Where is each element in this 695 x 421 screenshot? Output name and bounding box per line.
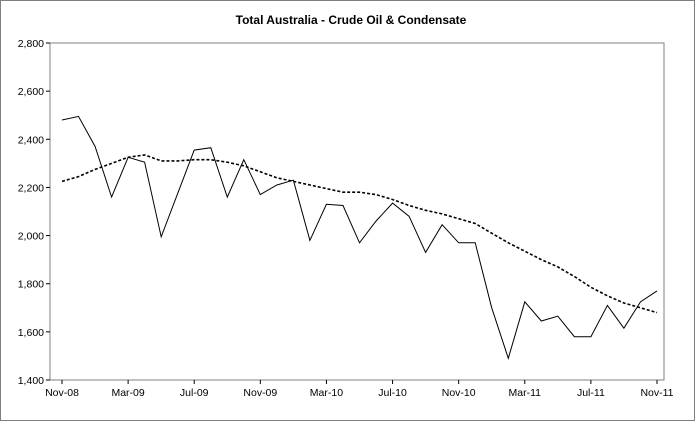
y-tick-label: 2,600	[18, 86, 44, 98]
x-tick-label: Nov-10	[442, 387, 476, 399]
x-tick-label: Mar-11	[509, 387, 542, 399]
x-tick-label: Nov-09	[243, 387, 277, 399]
x-tick-label: Jul-09	[180, 387, 209, 399]
y-axis-tick-labels: 1,400 1,600 1,800 2,000 2,200 2,400 2,600 2,800	[18, 38, 44, 387]
series-layer	[61, 115, 658, 360]
y-tick-label: 1,600	[18, 327, 44, 339]
y-tick-label: 2,000	[18, 231, 44, 243]
y-tick-label: 2,200	[18, 182, 44, 194]
x-tick-label: Jul-10	[378, 387, 407, 399]
x-tick-label: Mar-09	[111, 387, 144, 399]
y-tick-label: 2,400	[18, 134, 44, 146]
x-tick-label: Jul-11	[577, 387, 605, 399]
x-tick-label: Nov-08	[45, 387, 79, 399]
x-tick-label: Mar-10	[310, 387, 343, 399]
series-line-dashed	[61, 154, 658, 314]
y-tick-label: 1,800	[18, 279, 44, 291]
plot-axes	[46, 42, 665, 384]
x-axis-tick-labels: Nov-08 Mar-09 Jul-09 Nov-09 Mar-10 Jul-10 Nov-…	[45, 387, 674, 399]
chart-title: Total Australia - Crude Oil & Condensate	[236, 13, 467, 27]
y-tick-label: 2,800	[18, 38, 44, 50]
plot-area	[49, 42, 665, 381]
x-tick-label: Nov-11	[640, 387, 673, 399]
y-tick-label: 1,400	[18, 375, 44, 387]
series-line-solid	[61, 115, 658, 360]
